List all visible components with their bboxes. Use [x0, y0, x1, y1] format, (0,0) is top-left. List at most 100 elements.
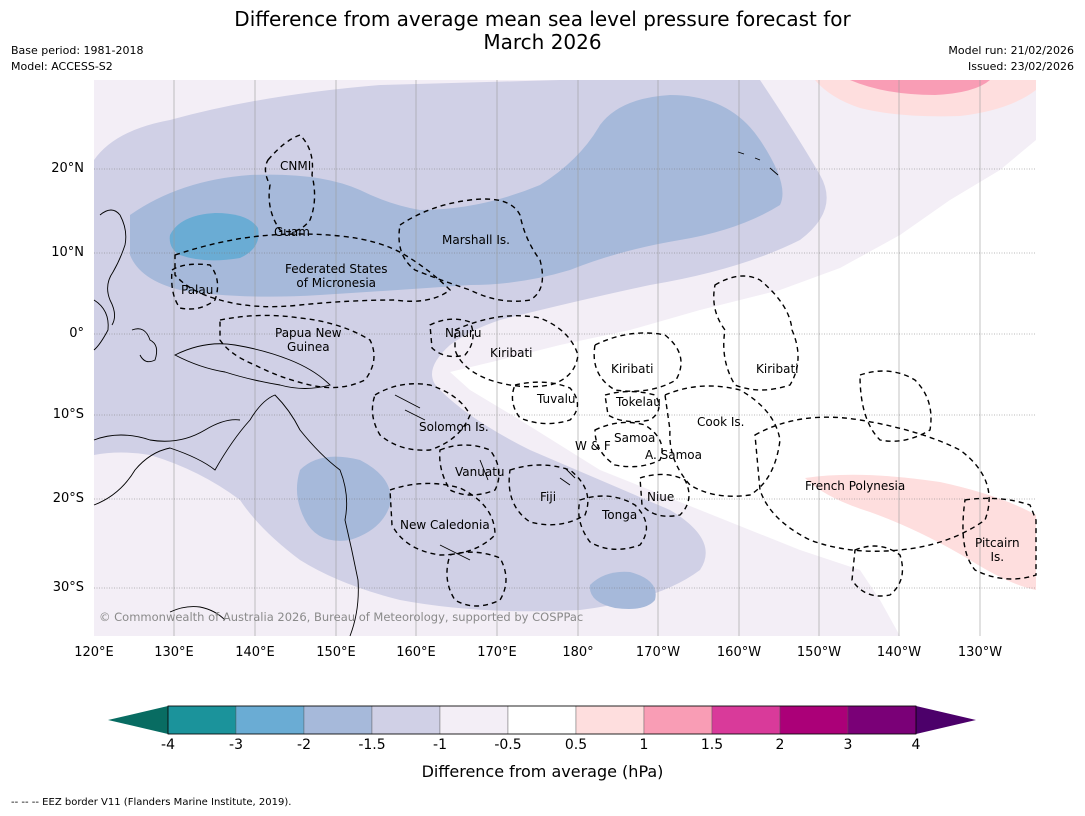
eez-vanuatu [439, 444, 500, 496]
colorbar-segment [507, 705, 577, 735]
colorbar-tick: -0.5 [494, 737, 522, 753]
lon-label: 150°E [316, 645, 356, 660]
lon-label: 180° [562, 645, 594, 660]
coastlines [93, 151, 779, 637]
eez-borders [170, 134, 1037, 607]
borneo [93, 299, 109, 351]
colorbar-label: Difference from average (hPa) [421, 762, 664, 781]
anomaly-blob-south [589, 571, 656, 609]
vanuatu [479, 459, 489, 481]
anomaly-blob-coral-sea [296, 456, 391, 541]
colorbar-segment [575, 705, 645, 735]
eez-palau [170, 263, 219, 310]
anomaly-field [94, 80, 1036, 636]
colorbar-segment [167, 705, 237, 735]
eez-fsm [174, 233, 452, 308]
eez-south-islands [446, 370, 932, 607]
place-label-pitcairn-line1: Pitcairn [975, 536, 1020, 550]
lat-label: 30°S [52, 580, 84, 595]
place-label-vanuatu: Vanuatu [455, 465, 505, 479]
lon-label: 120°E [74, 645, 114, 660]
colorbar-segment [643, 705, 713, 735]
place-label-tokelau: Tokelau [616, 395, 661, 409]
lat-label: 10°S [52, 407, 84, 422]
eez-tuvalu [511, 381, 579, 425]
tasmania-south [169, 606, 226, 621]
place-label-png-line2: Guinea [287, 340, 330, 354]
place-label-pitcairn: Pitcairn Is. [975, 536, 1020, 564]
lon-label: 130°W [957, 645, 1003, 660]
colorbar [108, 705, 976, 735]
lat-label: 20°S [52, 491, 84, 506]
colorbar-segment [711, 705, 781, 735]
colorbar-segment [371, 705, 441, 735]
anomaly-positive-north [815, 80, 1036, 117]
lon-label: 130°E [154, 645, 194, 660]
colorbar-segment [847, 705, 917, 735]
eez-cook [664, 385, 781, 497]
sulawesi [131, 328, 158, 363]
new-caledonia [439, 544, 471, 561]
place-label-cnmi: CNMI [280, 159, 312, 173]
colorbar-segment [439, 705, 509, 735]
chart-title: Difference from average mean sea level p… [0, 8, 1085, 54]
eez-marshall [398, 198, 544, 302]
model-run: Model run: 21/02/2026 [948, 44, 1074, 57]
place-label-nauru: Nauru [445, 326, 482, 340]
place-label-kiribati-c: Kiribati [611, 362, 654, 376]
meta-left: Base period: 1981-2018 Model: ACCESS-S2 [11, 43, 143, 75]
place-label-samoa: Samoa [614, 431, 656, 445]
eez-newcal [389, 482, 496, 556]
anomaly-core-blue [169, 213, 259, 261]
colorbar-tick: -2 [297, 737, 311, 753]
place-label-kiribati-e: Kiribati [756, 362, 799, 376]
place-label-frpoly: French Polynesia [805, 479, 906, 493]
lon-label: 160°E [396, 645, 436, 660]
colorbar-tick: 3 [843, 737, 853, 753]
colorbar-tick: -4 [161, 737, 175, 753]
meta-right: Model run: 21/02/2026 Issued: 23/02/2026 [948, 43, 1074, 75]
lat-label: 20°N [51, 161, 84, 176]
place-label-guam: Guam [274, 225, 310, 239]
place-label-fsm-line1: Federated States [285, 262, 388, 276]
colorbar-tick: -3 [229, 737, 243, 753]
new-guinea [174, 343, 331, 389]
lon-label: 140°W [876, 645, 922, 660]
lon-label: 150°W [796, 645, 842, 660]
eez-pitcairn [962, 497, 1037, 580]
place-label-solomon: Solomon Is. [419, 420, 489, 434]
place-label-wf: W & F [575, 439, 611, 453]
issued-date: Issued: 23/02/2026 [967, 60, 1074, 73]
eez-kiribati-w [454, 315, 579, 388]
place-label-fsm: Federated States of Micronesia [285, 262, 387, 290]
place-label-fiji: Fiji [540, 490, 557, 504]
graticule [173, 80, 981, 636]
place-label-asamoa: A. Samoa [645, 448, 702, 462]
eez-niue [639, 473, 690, 517]
lon-label: 170°W [635, 645, 681, 660]
place-label-tuvalu: Tuvalu [537, 392, 576, 406]
hawaii [737, 151, 779, 176]
eez-cnmi [264, 134, 316, 233]
eez-nauru [429, 318, 474, 358]
eez-solomon [371, 383, 471, 451]
copyright-notice: © Commonwealth of Australia 2026, Bureau… [99, 610, 584, 624]
colorbar-segment [779, 705, 849, 735]
colorbar-tick: 1.5 [700, 737, 724, 753]
colorbar-tick: 1 [639, 737, 649, 753]
place-label-fsm-line2: of Micronesia [296, 276, 377, 290]
place-label-palau: Palau [181, 283, 214, 297]
anomaly-band-steel-blue [130, 95, 783, 297]
colorbar-tick: -1.5 [358, 737, 386, 753]
anomaly-positive-south [805, 474, 1036, 590]
place-label-marshall: Marshall Is. [442, 233, 510, 247]
colorbar-tick: 4 [911, 737, 921, 753]
place-label-tonga: Tonga [602, 508, 638, 522]
eez-kiribati-c [593, 332, 682, 392]
colorbar-segment [303, 705, 373, 735]
eez-kiribati-e [713, 275, 799, 391]
australia-coast [93, 394, 359, 637]
title-line-1: Difference from average mean sea level p… [234, 7, 851, 31]
australia-north [93, 419, 241, 442]
place-label-cook: Cook Is. [697, 415, 745, 429]
